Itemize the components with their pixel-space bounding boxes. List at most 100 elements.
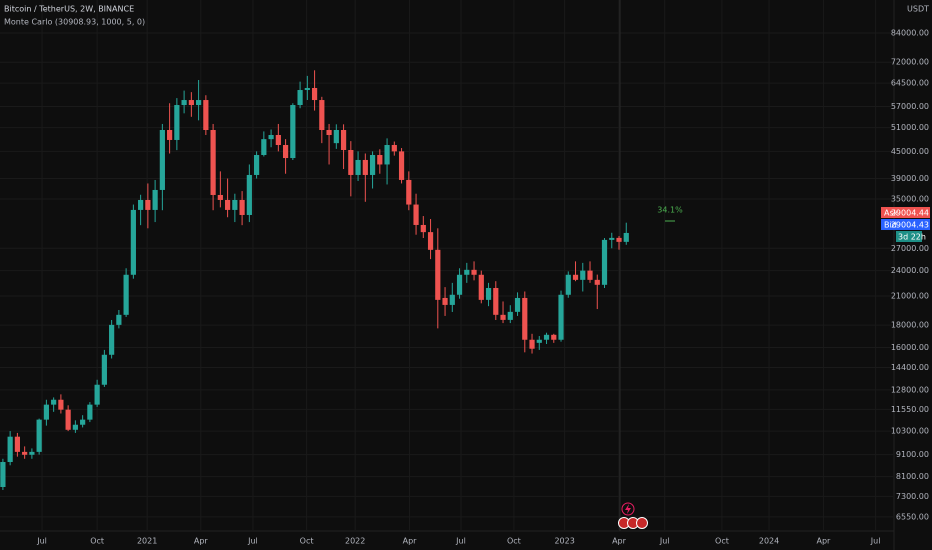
candle-body <box>471 269 477 275</box>
candle-body <box>290 105 296 159</box>
candle-body <box>319 100 325 131</box>
ask-box <box>881 207 930 218</box>
x-tick-label: Apr <box>194 537 209 546</box>
candle-body <box>623 232 629 242</box>
candle-body <box>174 105 180 140</box>
y-tick-label: 6550.00 <box>896 512 929 521</box>
y-tick-label: 45000.00 <box>891 147 929 156</box>
x-tick-label: 2024 <box>759 537 779 546</box>
candle-body <box>587 270 593 280</box>
bid-value: 29004.43 <box>891 221 929 230</box>
x-tick-label: 2023 <box>554 537 574 546</box>
y-tick-label: 12800.00 <box>891 385 929 394</box>
candle-body <box>43 404 49 420</box>
currency-label: USDT <box>907 5 929 14</box>
candle-body <box>130 209 136 275</box>
candle-body <box>109 324 115 355</box>
candle-body <box>500 314 506 320</box>
countdown: 3d 22h <box>898 233 926 242</box>
candle-body <box>558 294 564 340</box>
candle-body <box>514 297 521 312</box>
candle-body <box>601 239 608 285</box>
candle-body <box>232 199 238 210</box>
x-tick-label: Oct <box>300 537 314 546</box>
y-tick-label: 18000.00 <box>891 321 929 330</box>
candle-body <box>536 339 542 343</box>
y-tick-label: 64500.00 <box>891 79 929 88</box>
candle-body <box>217 194 223 200</box>
y-tick-label: 57000.00 <box>891 102 929 111</box>
candle-body <box>348 149 354 175</box>
candle-body <box>94 384 100 405</box>
x-tick-label: Apr <box>612 537 627 546</box>
candle-body <box>406 179 412 205</box>
candle-body <box>87 404 93 420</box>
y-tick-label: 10300.00 <box>891 427 929 436</box>
candle-body <box>529 339 535 349</box>
candle-body <box>340 130 347 150</box>
candle-body <box>449 294 455 305</box>
candle-body <box>377 155 383 165</box>
candle-body <box>609 237 615 240</box>
candle-body <box>22 451 28 455</box>
candle-body <box>333 130 339 144</box>
countdown-box <box>896 231 922 242</box>
event-icons <box>618 502 648 529</box>
candle-body <box>14 436 20 452</box>
candle-body <box>51 399 57 405</box>
candle-body <box>442 297 448 305</box>
x-tick-label: Oct <box>715 537 729 546</box>
candle-body <box>282 145 289 159</box>
x-tick-label: Jul <box>247 537 258 546</box>
candle-body <box>7 436 13 463</box>
y-tick-label: 11550.00 <box>891 405 929 414</box>
y-tick-label: 72000.00 <box>891 58 929 67</box>
candle-body <box>384 145 390 165</box>
y-tick-label: 35000.00 <box>891 195 929 204</box>
candle-body <box>196 100 202 106</box>
candle-body <box>159 130 165 190</box>
candle-body <box>0 462 6 487</box>
candle-body <box>565 274 571 295</box>
candle-body <box>116 314 122 325</box>
candle-body <box>572 274 579 280</box>
candle-body <box>616 237 622 242</box>
y-tick-label: 7300.00 <box>896 492 929 501</box>
ask-value: 29004.44 <box>891 209 929 218</box>
candle-body <box>181 100 187 106</box>
candle-body <box>29 451 35 455</box>
candle-body <box>326 130 332 135</box>
x-tick-label: Jul <box>659 537 670 546</box>
y-tick-label: 9100.00 <box>896 450 929 459</box>
x-tick-label: Jul <box>870 537 881 546</box>
candle-body <box>203 100 209 131</box>
event-icon <box>636 517 648 529</box>
candle-body <box>246 174 252 215</box>
x-tick-label: Apr <box>403 537 418 546</box>
candle-body <box>493 287 499 315</box>
candle-body <box>362 159 368 175</box>
candle-body <box>210 130 216 195</box>
chart-title: Bitcoin / TetherUS, 2W, BINANCE <box>4 5 134 14</box>
x-tick-label: Jul <box>36 537 47 546</box>
candle-body <box>65 409 71 430</box>
candle-body <box>261 139 267 156</box>
y-tick-label: 21000.00 <box>891 291 929 300</box>
candle-body <box>101 354 107 385</box>
candle-body <box>355 159 361 175</box>
y-tick-label: 8100.00 <box>896 472 929 481</box>
candle-body <box>522 297 528 340</box>
candle-body <box>413 204 419 225</box>
candle-body <box>72 424 78 430</box>
x-tick-label: Oct <box>90 537 104 546</box>
y-tick-label: 27000.00 <box>891 244 929 253</box>
y-tick-label: 24000.00 <box>891 266 929 275</box>
candle-body <box>478 274 484 300</box>
candle-body <box>304 87 310 91</box>
y-tick-label: 14400.00 <box>891 363 929 372</box>
x-tick-label: Oct <box>507 537 521 546</box>
flash-icon <box>621 502 635 516</box>
candle-body <box>485 287 492 300</box>
